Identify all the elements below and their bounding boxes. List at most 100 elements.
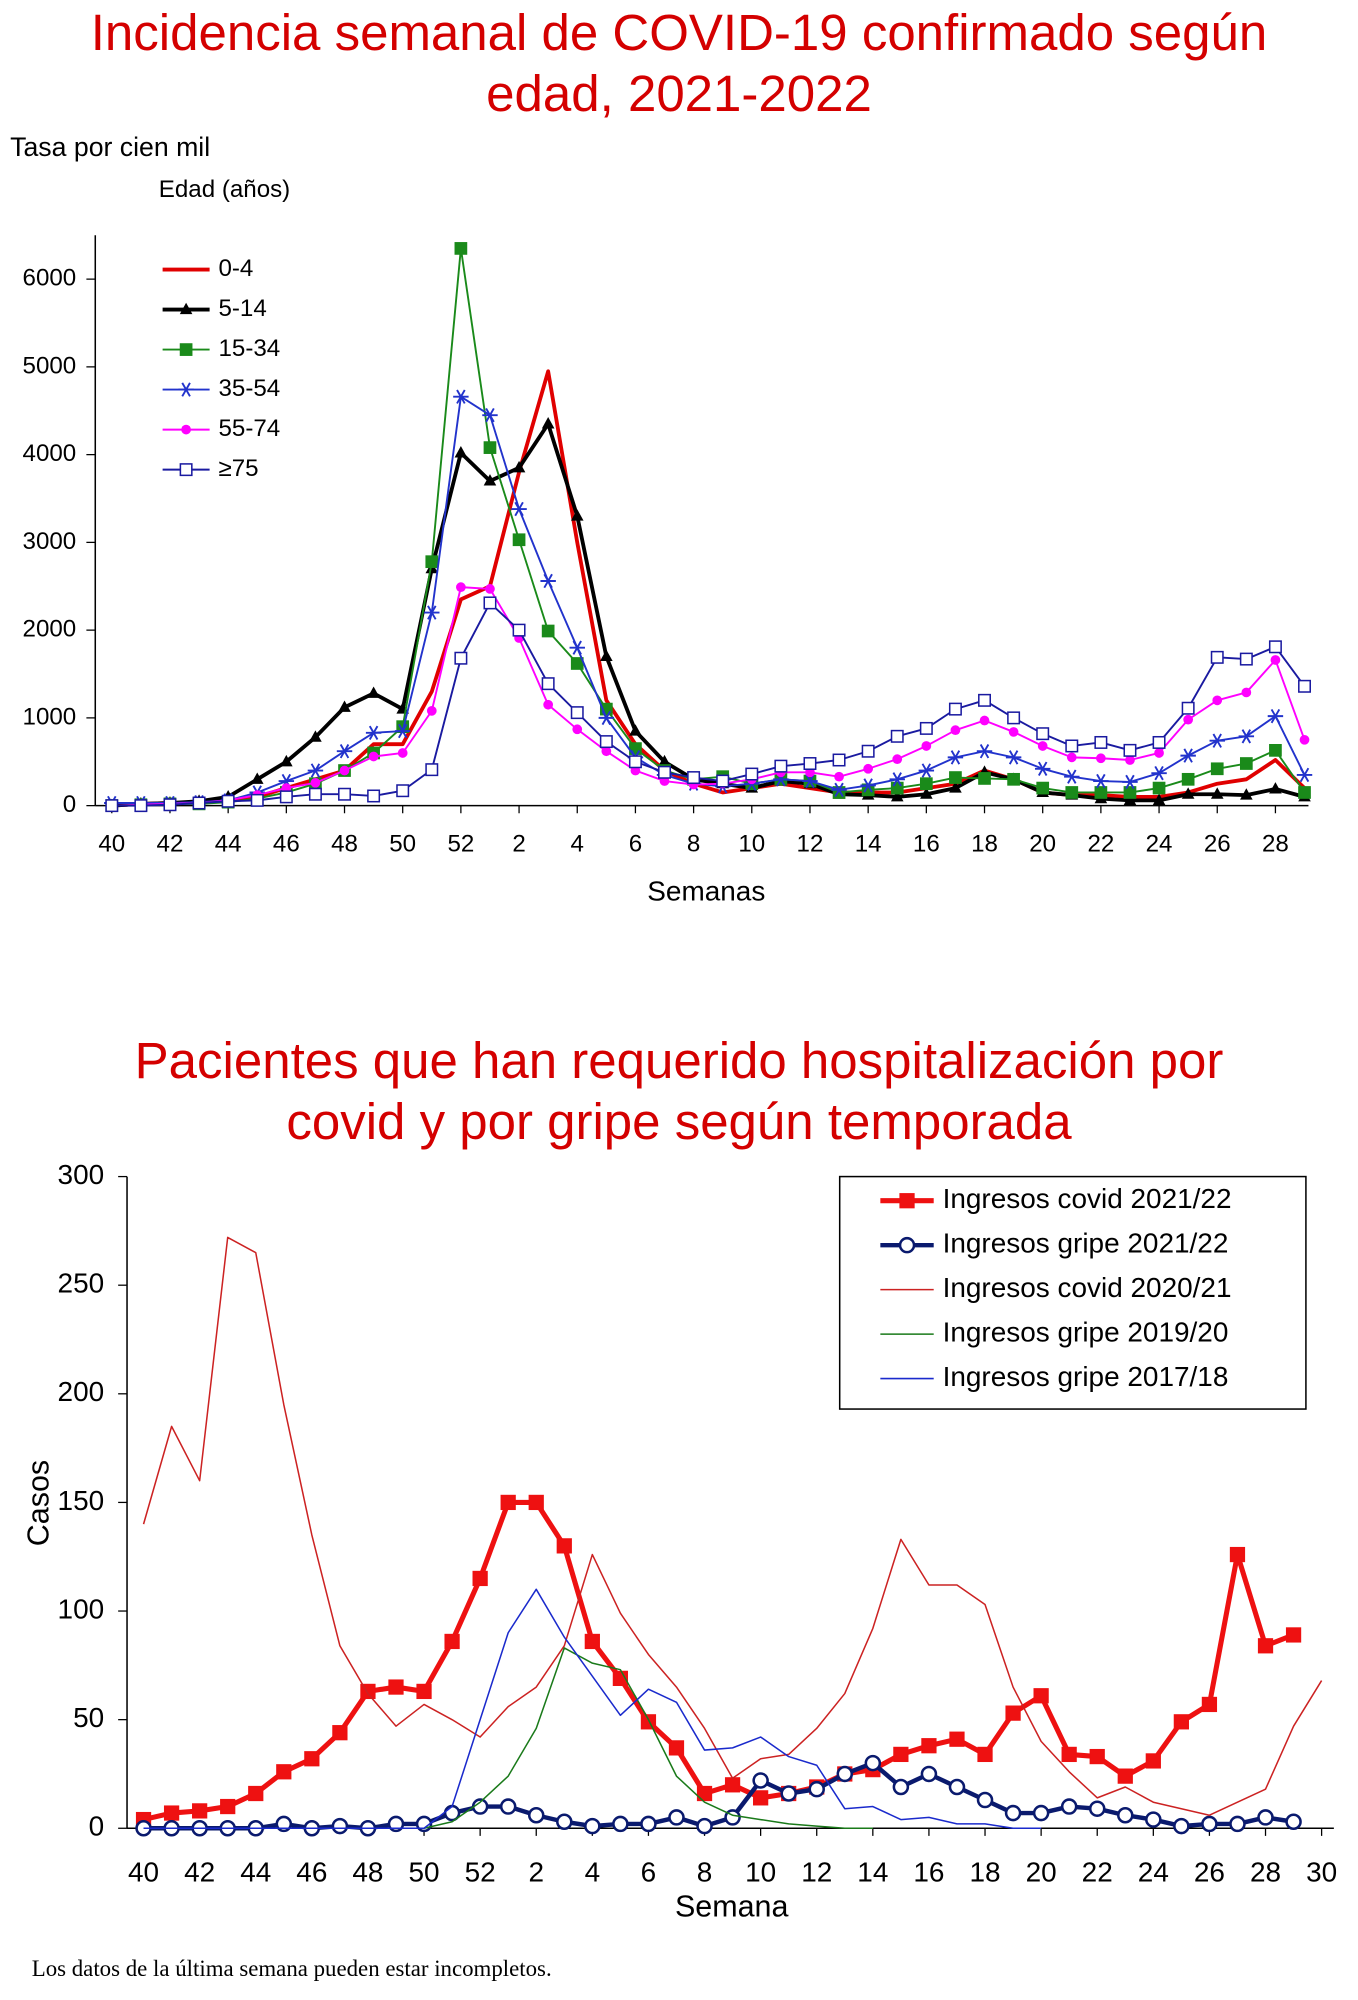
data-point (774, 759, 788, 773)
x-tick-label: 50 (409, 1856, 440, 1887)
data-point (1008, 727, 1019, 737)
data-point (863, 763, 874, 774)
data-point (527, 1806, 545, 1824)
data-point (831, 782, 847, 798)
data-point (724, 1777, 741, 1793)
data-point (640, 1815, 657, 1833)
data-point (836, 1765, 854, 1783)
data-point (338, 700, 351, 712)
x-axis-title: Semanas (647, 876, 765, 907)
data-point (612, 1815, 629, 1833)
data-point (307, 763, 324, 778)
data-point (1065, 739, 1079, 753)
data-point (336, 744, 353, 759)
data-point (1154, 748, 1164, 758)
x-tick-label: 4 (585, 1856, 601, 1887)
data-point (279, 790, 293, 804)
data-point (512, 623, 526, 637)
data-point (753, 1790, 769, 1806)
data-point (1298, 679, 1311, 693)
legend-label: Ingresos gripe 2021/22 (943, 1228, 1229, 1259)
data-point (1151, 765, 1167, 781)
data-point (1181, 787, 1195, 799)
data-point (976, 1791, 994, 1809)
y-axis-title: Casos (22, 1460, 56, 1546)
data-point (628, 755, 642, 769)
data-point (556, 1813, 573, 1831)
data-point (1032, 1804, 1050, 1822)
data-point (919, 721, 933, 735)
x-tick-label: 44 (215, 830, 242, 857)
data-point (658, 765, 671, 779)
legend-box (838, 1175, 1307, 1410)
data-point (919, 777, 933, 791)
data-point (163, 798, 177, 812)
y-tick-label: 1000 (23, 703, 77, 730)
data-point (976, 744, 993, 759)
data-point (977, 1746, 993, 1763)
data-point (396, 784, 410, 798)
data-point (584, 1633, 600, 1650)
data-point (1122, 774, 1138, 790)
y-tick-label: 200 (58, 1376, 105, 1407)
data-point (890, 729, 904, 743)
data-point (803, 757, 817, 770)
x-tick-label: 28 (1262, 830, 1289, 857)
data-point (696, 1785, 713, 1802)
data-point (687, 771, 701, 785)
data-point (1007, 772, 1020, 786)
data-point (483, 596, 497, 610)
data-point (570, 706, 584, 720)
x-tick-label: 30 (1306, 1856, 1337, 1887)
data-point (950, 725, 961, 736)
data-point (1123, 743, 1137, 757)
data-point (556, 1538, 572, 1554)
data-point (1005, 1705, 1021, 1721)
data-point (1183, 714, 1194, 725)
data-point (332, 1725, 348, 1741)
y-tick-label: 6000 (23, 265, 77, 292)
data-point (889, 772, 905, 787)
data-point (1094, 786, 1108, 799)
data-point (1212, 695, 1223, 706)
data-point (1033, 1688, 1049, 1704)
x-tick-label: 6 (641, 1856, 657, 1887)
data-point (584, 1817, 601, 1835)
data-point (802, 773, 818, 789)
data-point (893, 1746, 909, 1763)
data-point (1145, 1811, 1162, 1828)
data-point (511, 501, 527, 517)
data-point (948, 702, 962, 716)
data-point (483, 474, 497, 486)
legend-label: Ingresos gripe 2017/18 (943, 1361, 1229, 1392)
data-point (163, 1805, 180, 1821)
data-point (1210, 650, 1224, 664)
data-point (570, 509, 584, 521)
data-point (308, 787, 322, 801)
data-point (1298, 786, 1311, 799)
x-tick-label: 48 (331, 830, 358, 857)
data-point (339, 765, 350, 776)
data-point (1240, 788, 1253, 800)
data-point (1229, 1546, 1246, 1563)
x-tick-label: 10 (745, 1856, 776, 1887)
x-tick-label: 14 (855, 830, 882, 857)
y-tick-label: 50 (73, 1702, 104, 1733)
data-point (482, 407, 498, 423)
chart-title: Pacientes que han requerido hospitalizac… (134, 1032, 1224, 1150)
data-point (304, 1751, 320, 1767)
data-point (426, 706, 437, 716)
legend-label: 0-4 (218, 255, 253, 282)
data-point (192, 1803, 208, 1819)
data-point (444, 1633, 460, 1650)
data-point (600, 649, 613, 662)
data-point (658, 754, 671, 767)
data-point (1238, 729, 1255, 744)
data-point (890, 790, 904, 802)
data-point (250, 793, 264, 807)
x-tick-label: 46 (296, 1856, 327, 1887)
data-point (1239, 757, 1253, 770)
data-point (920, 787, 933, 799)
series-line (111, 586, 1306, 807)
